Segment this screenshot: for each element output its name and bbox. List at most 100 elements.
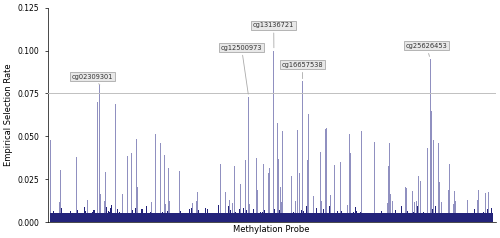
Bar (212, 213, 213, 222)
Bar (189, 209, 190, 222)
Bar (322, 213, 324, 222)
Bar (233, 213, 234, 222)
Bar (125, 213, 126, 222)
Bar (354, 218, 356, 222)
Bar (120, 213, 122, 222)
Bar (438, 182, 440, 222)
Bar (224, 214, 225, 222)
Bar (268, 213, 270, 222)
Bar (474, 209, 475, 222)
Bar (88, 213, 90, 222)
Bar (142, 213, 143, 222)
Bar (316, 213, 318, 222)
Bar (144, 217, 146, 222)
Bar (196, 201, 197, 222)
Bar (295, 213, 296, 222)
Bar (82, 213, 84, 222)
Bar (122, 213, 124, 222)
Bar (79, 220, 80, 222)
Bar (62, 215, 63, 222)
Bar (437, 213, 438, 222)
Bar (459, 216, 460, 222)
Bar (226, 214, 227, 222)
Bar (376, 216, 378, 222)
Bar (330, 213, 332, 222)
Bar (489, 214, 490, 222)
Bar (275, 213, 276, 222)
Bar (71, 215, 72, 222)
Bar (416, 213, 418, 222)
Bar (287, 213, 288, 222)
Bar (362, 213, 364, 222)
Bar (297, 213, 298, 222)
Bar (481, 213, 482, 222)
Bar (162, 213, 163, 222)
Bar (190, 213, 192, 222)
Bar (411, 214, 412, 222)
Bar (180, 211, 181, 222)
Bar (438, 213, 440, 222)
Bar (304, 214, 305, 222)
Bar (134, 213, 135, 222)
Bar (163, 215, 164, 222)
Bar (341, 211, 342, 222)
Bar (327, 213, 328, 222)
Bar (384, 216, 386, 222)
Bar (413, 212, 414, 222)
Bar (350, 213, 351, 222)
Bar (430, 111, 432, 222)
Bar (103, 216, 104, 222)
Bar (329, 206, 330, 222)
Bar (271, 214, 272, 222)
Bar (58, 213, 59, 222)
Bar (57, 213, 58, 222)
Bar (241, 213, 242, 222)
Bar (461, 213, 462, 222)
Bar (249, 204, 250, 222)
Bar (484, 218, 485, 222)
Bar (458, 216, 459, 222)
Bar (388, 166, 389, 222)
Bar (250, 220, 251, 222)
Bar (399, 213, 400, 222)
Bar (120, 220, 122, 222)
Bar (243, 213, 244, 222)
Bar (270, 217, 271, 222)
Bar (149, 213, 150, 222)
Bar (392, 213, 394, 222)
Bar (360, 131, 362, 222)
Bar (147, 216, 148, 222)
Bar (240, 213, 241, 222)
Bar (436, 214, 437, 222)
Bar (57, 216, 58, 222)
Bar (56, 213, 57, 222)
Bar (246, 213, 248, 222)
Bar (168, 213, 170, 222)
Bar (364, 213, 365, 222)
Bar (374, 213, 375, 222)
Bar (313, 196, 314, 222)
Bar (152, 213, 154, 222)
Bar (469, 213, 470, 222)
Bar (378, 213, 380, 222)
Bar (68, 213, 69, 222)
Bar (402, 213, 404, 222)
Bar (192, 213, 194, 222)
Bar (345, 213, 346, 222)
Bar (389, 213, 390, 222)
Bar (406, 213, 407, 222)
Bar (79, 213, 80, 222)
Bar (411, 213, 412, 222)
Bar (270, 213, 271, 222)
Text: cg12500973: cg12500973 (220, 45, 262, 94)
Bar (289, 217, 290, 222)
Bar (435, 206, 436, 222)
Bar (491, 208, 492, 222)
Bar (249, 213, 250, 222)
X-axis label: Methylation Probe: Methylation Probe (234, 225, 310, 234)
Bar (290, 213, 292, 222)
Bar (242, 219, 243, 222)
Bar (398, 213, 399, 222)
Bar (81, 213, 82, 222)
Bar (219, 215, 220, 222)
